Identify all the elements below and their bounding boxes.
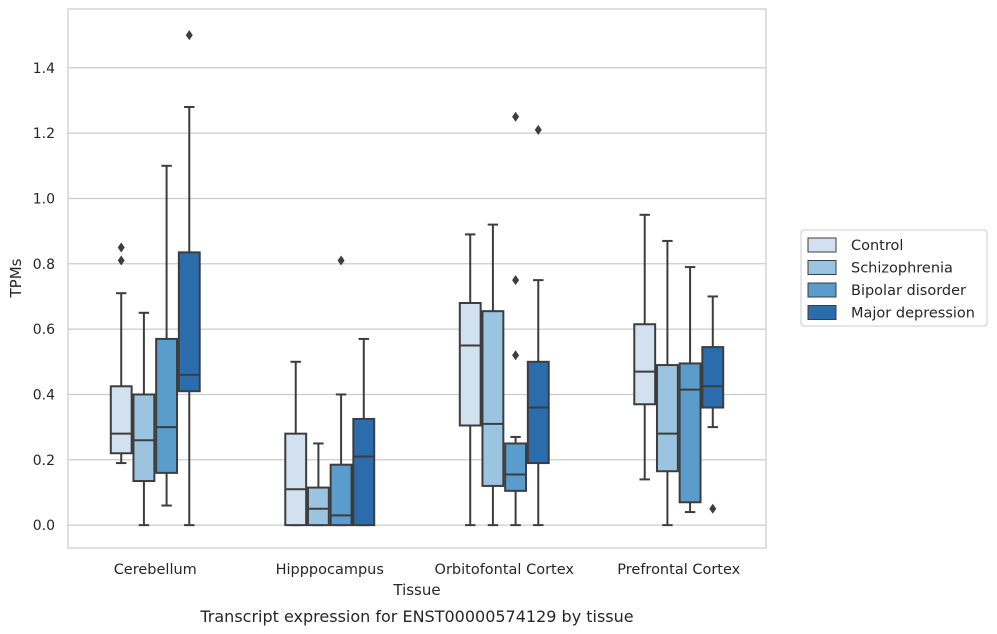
box-iqr	[526, 360, 550, 465]
box-iqr	[109, 385, 133, 455]
box-3-2	[678, 266, 702, 514]
y-tick-label: 0.4	[33, 387, 55, 403]
box-iqr	[458, 302, 482, 427]
y-axis-ticks: 0.0 0.2 0.4 0.6 0.8 1.0 1.2 1.4	[33, 61, 55, 534]
box-0-2	[155, 164, 179, 507]
outlier-point	[512, 350, 520, 361]
x-axis-ticks: Cerebellum Hipppocampus Orbitofontal Corte…	[114, 562, 741, 578]
box-2-0	[458, 233, 482, 527]
legend-swatch	[807, 282, 837, 298]
box-iqr	[284, 432, 308, 527]
legend-label: Bipolar disorder	[851, 283, 966, 299]
legend-swatch	[807, 237, 837, 253]
outlier-point	[512, 111, 520, 122]
x-tick-label: Orbitofontal Cortex	[435, 562, 575, 578]
box-0-1	[132, 311, 156, 527]
box-iqr	[155, 337, 179, 474]
outlier-point	[117, 255, 125, 266]
outlier-point	[117, 242, 125, 253]
box-group	[109, 30, 725, 527]
plot-area	[67, 8, 767, 549]
y-tick-label: 1.2	[33, 126, 55, 142]
box-iqr	[701, 346, 725, 409]
outlier-point	[185, 30, 193, 41]
x-tick-label: Cerebellum	[114, 562, 197, 578]
x-tick-label: Hipppocampus	[276, 562, 384, 578]
box-iqr	[633, 323, 657, 406]
x-tick-label: Prefrontal Cortex	[617, 562, 740, 578]
box-iqr	[481, 310, 505, 487]
y-tick-label: 0.6	[33, 322, 55, 338]
outlier-point	[337, 255, 345, 266]
box-2-2	[504, 111, 528, 527]
outlier-point	[512, 275, 520, 286]
box-3-3	[701, 295, 725, 514]
box-1-3	[352, 337, 376, 527]
box-0-3	[177, 30, 201, 527]
box-iqr	[132, 393, 156, 483]
y-tick-label: 1.0	[33, 191, 55, 207]
legend-swatch	[807, 260, 837, 275]
box-1-0	[284, 360, 308, 527]
box-iqr	[678, 362, 702, 504]
box-iqr	[655, 364, 679, 473]
legend-frame	[800, 229, 988, 327]
y-axis-label: TPMs	[7, 258, 25, 298]
box-3-1	[655, 239, 679, 527]
box-1-2	[329, 255, 353, 527]
y-tick-label: 1.4	[33, 61, 55, 77]
y-tick-label: 0.2	[33, 453, 55, 469]
box-3-0	[633, 213, 657, 481]
box-iqr	[504, 442, 528, 492]
outlier-point	[534, 124, 542, 135]
box-2-3	[526, 124, 550, 527]
box-iqr	[329, 463, 353, 527]
box-iqr	[306, 486, 330, 527]
x-axis-label: Tissue	[392, 581, 440, 599]
legend-swatch	[807, 305, 837, 320]
box-iqr	[177, 251, 201, 393]
y-tick-label: 0.0	[33, 518, 55, 534]
y-tick-label: 0.8	[33, 257, 55, 273]
box-0-0	[109, 242, 133, 465]
legend-label: Major depression	[851, 306, 975, 322]
legend-label: Schizophrenia	[851, 261, 953, 277]
chart-caption: Transcript expression for ENST0000057412…	[199, 607, 633, 626]
legend: Control Schizophrenia Bipolar disorder Majo…	[800, 229, 988, 327]
outlier-point	[709, 503, 717, 514]
legend-label: Control	[851, 238, 903, 254]
box-2-1	[481, 223, 505, 527]
box-1-1	[306, 442, 330, 527]
box-iqr	[352, 417, 376, 527]
